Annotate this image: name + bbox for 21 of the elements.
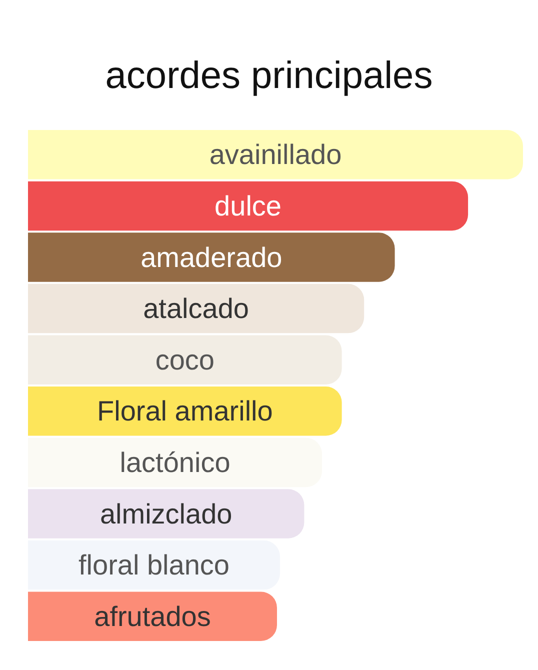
bar	[28, 335, 342, 384]
bar	[28, 232, 395, 282]
bar	[28, 284, 364, 334]
y-tick-label: afrutados	[94, 600, 211, 632]
y-tick-label: amaderado	[140, 242, 282, 273]
y-tick-label: avainillado	[209, 139, 342, 170]
y-tick-label: Floral amarillo	[97, 396, 273, 427]
bar	[28, 386, 342, 436]
bar	[28, 489, 304, 538]
bar	[28, 540, 280, 590]
y-tick-label: lactónico	[120, 446, 230, 478]
y-tick-label: atalcado	[143, 293, 249, 324]
y-tick-label: floral blanco	[78, 550, 230, 581]
bar	[28, 130, 523, 180]
chart-title: acordes principales	[105, 55, 433, 97]
y-tick-label: coco	[155, 344, 214, 376]
bar	[28, 438, 322, 488]
y-tick-label: dulce	[214, 190, 282, 222]
bar	[28, 181, 468, 231]
y-tick-label: almizclado	[100, 498, 232, 530]
bar	[28, 592, 277, 641]
